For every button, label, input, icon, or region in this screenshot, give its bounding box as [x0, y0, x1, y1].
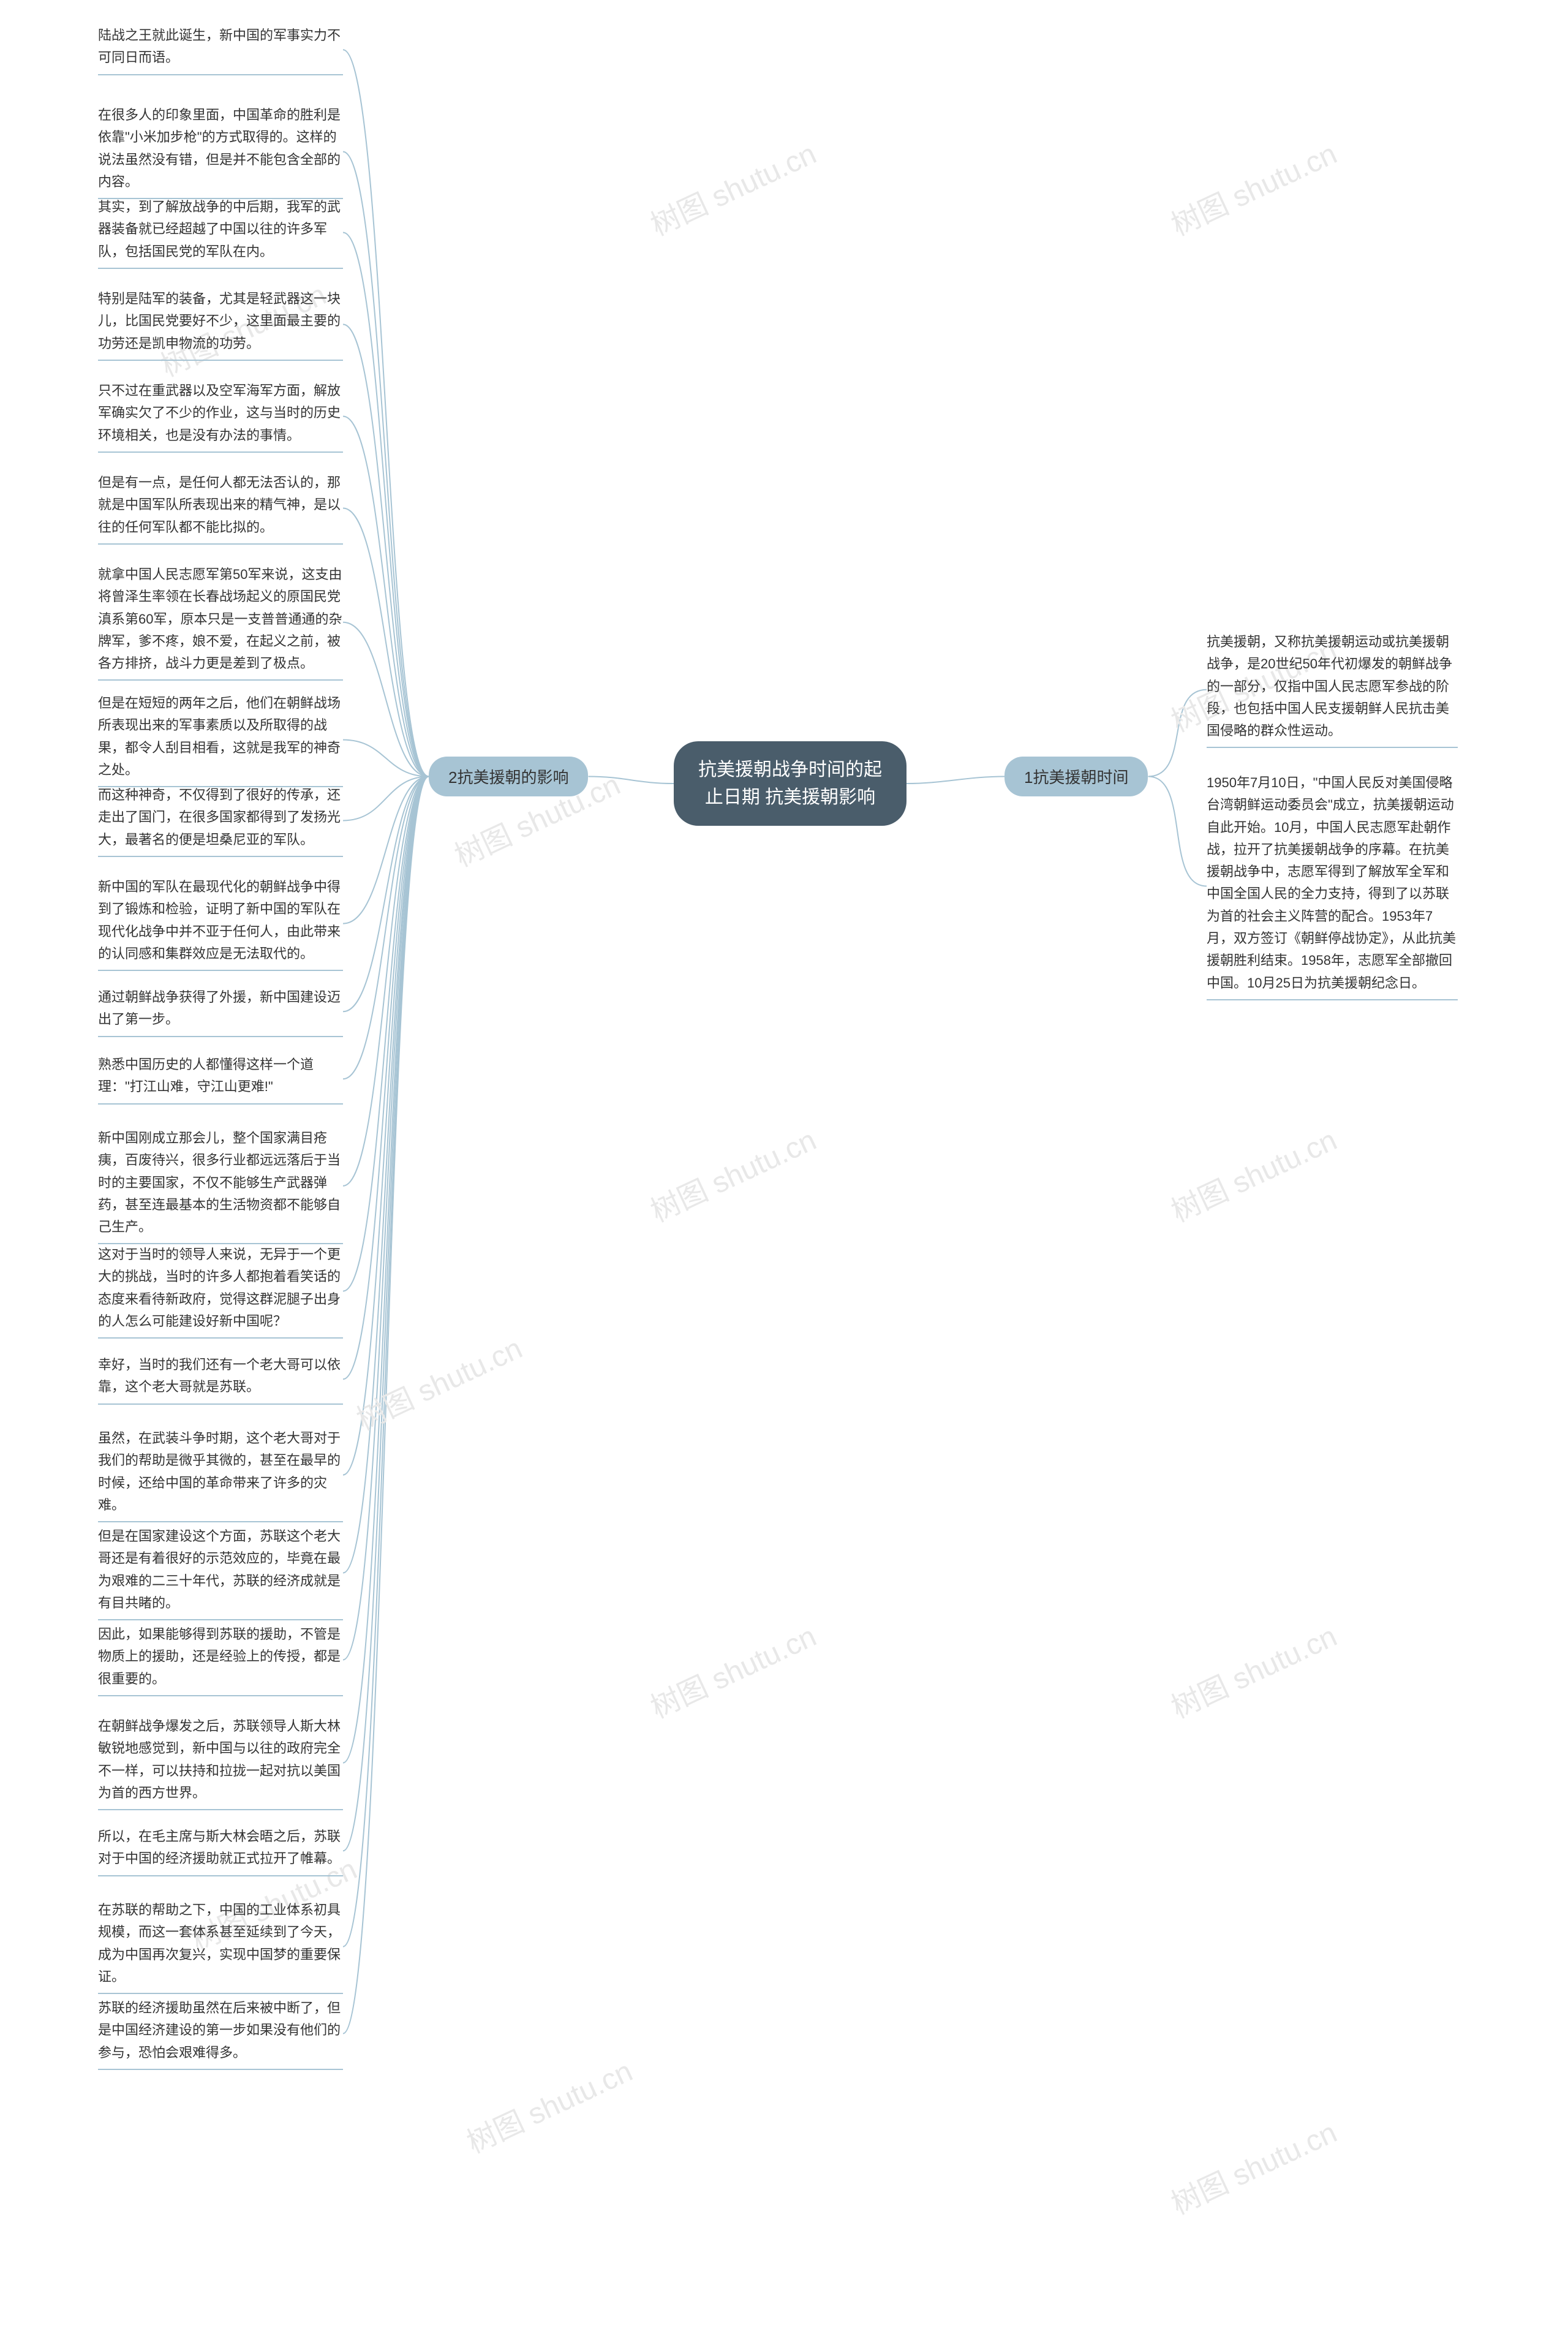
- leaf-left-16: 但是在国家建设这个方面，苏联这个老大哥还是有着很好的示范效应的，毕竟在最为艰难的…: [98, 1525, 343, 1620]
- leaf-left-18: 在朝鲜战争爆发之后，苏联领导人斯大林敏锐地感觉到，新中国与以往的政府完全不一样，…: [98, 1715, 343, 1810]
- leaf-left-5: 但是有一点，是任何人都无法否认的，那就是中国军队所表现出来的精气神，是以往的任何…: [98, 472, 343, 545]
- leaf-right-1: 1950年7月10日，"中国人民反对美国侵略台湾朝鲜运动委员会"成立，抗美援朝运…: [1207, 772, 1458, 1000]
- watermark-1: 树图 shutu.cn: [643, 130, 822, 244]
- watermark-5: 树图 shutu.cn: [643, 1116, 822, 1230]
- branch-left: 2抗美援朝的影响: [429, 757, 588, 796]
- leaf-left-10: 通过朝鲜战争获得了外援，新中国建设迈出了第一步。: [98, 986, 343, 1037]
- mindmap-canvas: 树图 shutu.cn 树图 shutu.cn 树图 shutu.cn 树图 shut…: [0, 0, 1568, 2342]
- branch-right: 1抗美援朝时间: [1005, 757, 1148, 796]
- leaf-right-0: 抗美援朝，又称抗美援朝运动或抗美援朝战争，是20世纪50年代初爆发的朝鲜战争的一…: [1207, 631, 1458, 748]
- leaf-left-7: 但是在短短的两年之后，他们在朝鲜战场所表现出来的军事素质以及所取得的战果，都令人…: [98, 692, 343, 787]
- leaf-left-20: 在苏联的帮助之下，中国的工业体系初具规模，而这一套体系甚至延续到了今天，成为中国…: [98, 1899, 343, 1994]
- center-node: 抗美援朝战争时间的起止日期 抗美援朝影响: [674, 741, 907, 826]
- leaf-left-17: 因此，如果能够得到苏联的援助，不管是物质上的援助，还是经验上的传授，都是很重要的…: [98, 1623, 343, 1696]
- branch-right-label: 1抗美援朝时间: [1024, 768, 1128, 787]
- leaf-left-1: 在很多人的印象里面，中国革命的胜利是依靠"小米加步枪"的方式取得的。这样的说法虽…: [98, 104, 343, 199]
- leaf-left-13: 这对于当时的领导人来说，无异于一个更大的挑战，当时的许多人都抱着看笑话的态度来看…: [98, 1244, 343, 1339]
- watermark-12: 树图 shutu.cn: [1163, 2109, 1343, 2223]
- leaf-left-11: 熟悉中国历史的人都懂得这样一个道理："打江山难，守江山更难!": [98, 1054, 343, 1105]
- watermark-8: 树图 shutu.cn: [643, 1612, 822, 1726]
- center-text: 抗美援朝战争时间的起止日期 抗美援朝影响: [698, 760, 882, 807]
- watermark-11: 树图 shutu.cn: [459, 2047, 638, 2161]
- leaf-left-4: 只不过在重武器以及空军海军方面，解放军确实欠了不少的作业，这与当时的历史环境相关…: [98, 380, 343, 453]
- leaf-left-21: 苏联的经济援助虽然在后来被中断了，但是中国经济建设的第一步如果没有他们的参与，恐…: [98, 1997, 343, 2070]
- leaf-left-9: 新中国的军队在最现代化的朝鲜战争中得到了锻炼和检验，证明了新中国的军队在现代化战…: [98, 876, 343, 971]
- leaf-left-14: 幸好，当时的我们还有一个老大哥可以依靠，这个老大哥就是苏联。: [98, 1354, 343, 1405]
- watermark-9: 树图 shutu.cn: [1163, 1612, 1343, 1726]
- branch-left-label: 2抗美援朝的影响: [448, 768, 568, 787]
- watermark-2: 树图 shutu.cn: [1163, 130, 1343, 244]
- leaf-left-6: 就拿中国人民志愿军第50军来说，这支由将曾泽生率领在长春战场起义的原国民党滇系第…: [98, 564, 343, 681]
- watermark-7: 树图 shutu.cn: [349, 1324, 528, 1438]
- leaf-left-12: 新中国刚成立那会儿，整个国家满目疮痍，百废待兴，很多行业都远远落后于当时的主要国…: [98, 1127, 343, 1244]
- leaf-left-8: 而这种神奇，不仅得到了很好的传承，还走出了国门，在很多国家都得到了发扬光大，最著…: [98, 784, 343, 857]
- leaf-left-0: 陆战之王就此诞生，新中国的军事实力不可同日而语。: [98, 25, 343, 75]
- watermark-6: 树图 shutu.cn: [1163, 1116, 1343, 1230]
- leaf-left-19: 所以，在毛主席与斯大林会晤之后，苏联对于中国的经济援助就正式拉开了帷幕。: [98, 1826, 343, 1876]
- leaf-left-2: 其实，到了解放战争的中后期，我军的武器装备就已经超越了中国以往的许多军队，包括国…: [98, 196, 343, 269]
- leaf-left-3: 特别是陆军的装备，尤其是轻武器这一块儿，比国民党要好不少，这里面最主要的功劳还是…: [98, 288, 343, 361]
- leaf-left-15: 虽然，在武装斗争时期，这个老大哥对于我们的帮助是微乎其微的，甚至在最早的时候，还…: [98, 1427, 343, 1522]
